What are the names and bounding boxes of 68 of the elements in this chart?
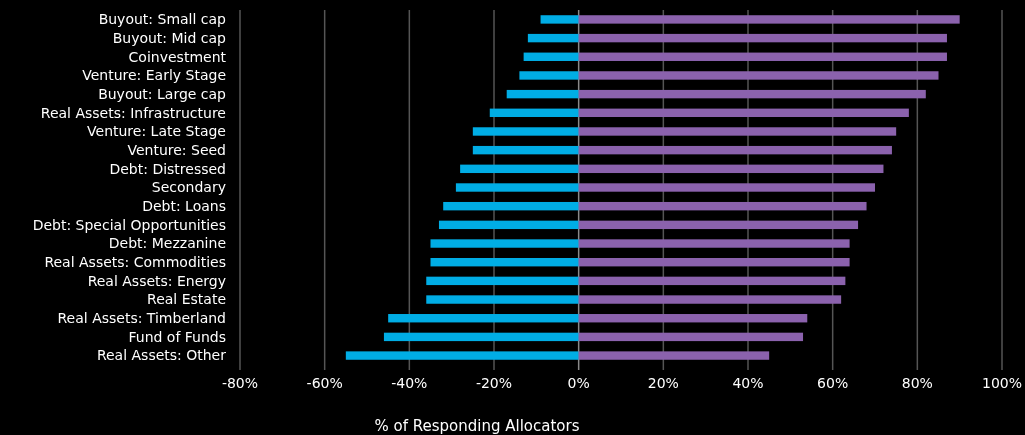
y-tick-label: Venture: Seed (127, 142, 226, 159)
y-tick-label: Real Assets: Timberland (57, 310, 226, 327)
bar (430, 258, 579, 267)
bar (388, 314, 579, 323)
bar (578, 127, 897, 136)
y-tick-label: Real Estate (147, 291, 226, 308)
x-tick-label: -60% (306, 375, 343, 391)
x-axis-title: % of Responding Allocators (374, 417, 580, 435)
x-tick-label: -80% (221, 375, 259, 391)
bar (578, 52, 947, 61)
bar (438, 220, 579, 230)
y-tick-label: Buyout: Small cap (98, 11, 227, 28)
y-tick-label: Fund of Funds (128, 328, 226, 345)
bar (578, 276, 846, 286)
x-tick-label: -40% (391, 375, 428, 391)
y-tick-label: Real Assets: Other (96, 347, 227, 364)
bar (426, 276, 579, 286)
x-tick-label: 0% (567, 375, 590, 391)
bar (472, 145, 579, 155)
y-tick-label: Coinvestment (128, 48, 227, 65)
bar (383, 332, 579, 342)
x-tick-label: 40% (732, 375, 764, 391)
bar (443, 201, 579, 211)
y-tick-label: Debt: Distressed (109, 160, 226, 177)
bar (523, 52, 579, 61)
bar (540, 15, 579, 24)
y-tick-label: Buyout: Large cap (98, 86, 227, 103)
y-tick-label: Venture: Early Stage (82, 67, 226, 84)
bar (578, 295, 842, 304)
bar (430, 239, 579, 248)
bar (489, 108, 579, 117)
bar (578, 351, 770, 360)
bar (578, 239, 850, 248)
bar (578, 220, 859, 230)
bar (578, 201, 867, 211)
y-tick-label: Debt: Loans (142, 198, 226, 215)
bar (578, 15, 960, 24)
y-tick-label: Real Assets: Infrastructure (40, 104, 226, 121)
bar (345, 351, 579, 360)
bar (578, 33, 947, 43)
bar (578, 108, 909, 117)
bar (519, 71, 579, 80)
y-tick-label: Real Assets: Commodities (44, 254, 226, 271)
bar (455, 183, 579, 192)
y-tick-label: Secondary (151, 179, 226, 196)
bar (472, 127, 579, 136)
x-tick-label: 20% (647, 375, 679, 391)
x-tick-label: 60% (817, 375, 849, 391)
x-tick-label: -20% (475, 375, 513, 391)
bar (578, 164, 884, 174)
bar (578, 332, 804, 342)
bar (506, 89, 579, 99)
bar (527, 33, 579, 43)
bar (460, 164, 579, 174)
y-tick-label: Debt: Mezzanine (108, 235, 226, 252)
bar (578, 145, 892, 155)
x-tick-label: 100% (981, 375, 1023, 391)
bar (578, 258, 850, 267)
y-tick-label: Real Assets: Energy (87, 272, 226, 289)
x-tick-label: 80% (901, 375, 933, 391)
y-tick-label: Buyout: Mid cap (112, 30, 227, 46)
bar (578, 183, 875, 192)
y-tick-label: Venture: Late Stage (87, 123, 226, 140)
bar (426, 295, 579, 304)
y-tick-label: Debt: Special Opportunities (32, 216, 226, 233)
bar (578, 314, 808, 323)
bar (578, 89, 926, 99)
bar (578, 71, 939, 80)
